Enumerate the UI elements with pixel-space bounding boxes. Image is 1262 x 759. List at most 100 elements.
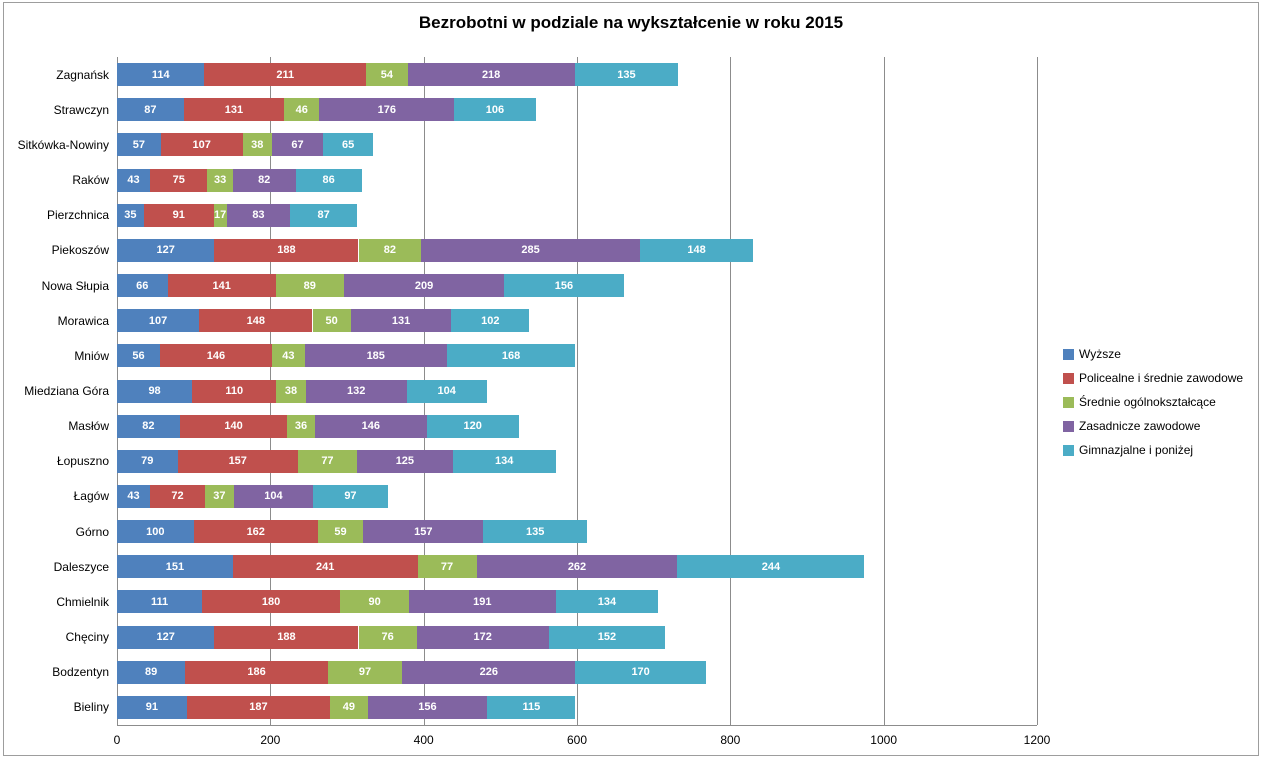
bar-segment-series-0: 89 [117, 660, 186, 684]
bar-segment-series-2: 38 [276, 379, 306, 403]
bar-row: 98 110 38 132 104 [117, 379, 1037, 403]
y-axis-label: Daleszyce [53, 559, 109, 574]
gridline [883, 57, 885, 725]
bar-segment-series-1: 91 [143, 203, 214, 227]
bar-segment-series-3: 218 [407, 63, 575, 87]
bar-value-label: 43 [282, 349, 295, 362]
bar-segment-series-1: 107 [160, 133, 243, 157]
bar-value-label: 157 [414, 525, 433, 538]
bar-value-label: 83 [252, 209, 265, 222]
y-axis-label: Chęciny [65, 630, 109, 645]
bar-segment-series-1: 72 [149, 484, 206, 508]
bar-segment-series-3: 67 [271, 133, 324, 157]
bar-segment-series-4: 135 [574, 63, 679, 87]
bar-value-label: 36 [294, 420, 308, 433]
bar-value-label: 244 [761, 560, 781, 573]
bar-value-label: 77 [321, 455, 334, 468]
bar-segment-series-3: 157 [363, 520, 484, 544]
bar-segment-series-3: 132 [305, 379, 407, 403]
bar-segment-series-4: 148 [639, 238, 754, 262]
bar-segment-series-0: 100 [117, 520, 194, 544]
bar-row: 114 211 54 218 135 [117, 63, 1037, 87]
legend-item: Policealne i średnie zawodowe [1063, 366, 1243, 390]
bar-value-label: 151 [165, 560, 185, 573]
bar-value-label: 134 [494, 455, 514, 468]
bar-value-label: 91 [145, 701, 158, 714]
bar-segment-series-4: 168 [446, 344, 576, 368]
bar-value-label: 134 [597, 595, 617, 608]
bar-row: 91 187 49 156 115 [117, 695, 1037, 719]
bar-value-label: 17 [213, 209, 227, 222]
bar-segment-series-0: 56 [117, 344, 160, 368]
bar-value-label: 82 [383, 244, 397, 257]
bar-segment-series-3: 191 [409, 590, 556, 614]
x-axis-line [117, 725, 1037, 726]
bar-segment-series-4: 120 [426, 414, 519, 438]
bar-segment-series-4: 156 [504, 274, 624, 298]
bar-value-label: 66 [136, 279, 149, 292]
y-axis-label: Zagnańsk [56, 67, 109, 82]
bar-segment-series-2: 17 [213, 203, 227, 227]
legend-swatch-icon [1063, 420, 1074, 432]
bar-value-label: 38 [284, 385, 298, 397]
bar-value-label: 97 [344, 490, 357, 503]
bar-segment-series-0: 111 [117, 590, 203, 614]
bar-segment-series-3: 83 [226, 203, 291, 227]
bar-value-label: 131 [391, 314, 411, 327]
bar-segment-series-2: 54 [366, 63, 408, 87]
bar-value-label: 186 [247, 666, 266, 679]
bar-segment-series-2: 76 [358, 625, 417, 649]
bar-segment-series-1: 211 [204, 63, 367, 87]
bar-value-label: 86 [322, 174, 335, 187]
bar-segment-series-2: 38 [242, 133, 272, 157]
bar-segment-series-1: 110 [192, 379, 277, 403]
y-axis-label: Raków [72, 173, 109, 188]
bar-value-label: 114 [151, 68, 170, 81]
bar-segment-series-1: 157 [177, 449, 298, 473]
bar-row: 56 146 43 185 168 [117, 344, 1037, 368]
bar-value-label: 152 [597, 631, 617, 644]
y-axis-label: Masłów [68, 419, 109, 434]
bar-segment-series-1: 131 [183, 98, 285, 122]
bar-segment-series-2: 77 [297, 449, 357, 473]
bar-segment-series-3: 226 [402, 660, 576, 684]
bar-value-label: 104 [437, 385, 456, 397]
legend-label: Średnie ogólnokształcące [1079, 395, 1216, 409]
bar-row: 111 180 90 191 134 [117, 590, 1037, 614]
bar-value-label: 104 [264, 490, 283, 503]
gridline [730, 57, 732, 725]
bar-value-label: 120 [463, 420, 482, 433]
bar-value-label: 49 [342, 701, 356, 714]
bar-segment-series-2: 49 [330, 695, 368, 719]
bar-value-label: 102 [481, 314, 500, 327]
bar-value-label: 172 [473, 631, 492, 644]
bar-value-label: 76 [381, 631, 394, 644]
bar-value-label: 57 [132, 138, 145, 151]
bar-value-label: 185 [366, 349, 385, 362]
gridline [1037, 57, 1038, 725]
bar-value-label: 33 [213, 174, 227, 187]
bar-value-label: 82 [142, 420, 155, 433]
x-axis-tick-label: 200 [260, 733, 281, 747]
bar-value-label: 162 [246, 525, 265, 538]
bar-value-label: 43 [127, 490, 140, 503]
bar-segment-series-0: 107 [117, 309, 200, 333]
bar-value-label: 115 [522, 701, 541, 714]
plot-area: 114 211 54 218 135 87 131 46 176 106 57 107 38 67 65 43… [117, 57, 1038, 726]
bar-value-label: 54 [380, 68, 393, 81]
bar-value-label: 87 [317, 209, 330, 222]
legend-item: Wyższe [1063, 342, 1243, 366]
x-axis-tick-label: 1000 [870, 733, 897, 747]
bar-segment-series-4: 135 [483, 520, 587, 544]
bar-value-label: 262 [567, 560, 587, 573]
bar-segment-series-2: 89 [275, 274, 344, 298]
bar-row: 57 107 38 67 65 [117, 133, 1037, 157]
bar-segment-series-0: 87 [117, 98, 184, 122]
legend-swatch-icon [1063, 396, 1074, 408]
bar-segment-series-0: 127 [117, 238, 215, 262]
bar-segment-series-4: 97 [313, 484, 388, 508]
bar-segment-series-2: 50 [312, 309, 351, 333]
bar-value-label: 107 [192, 138, 211, 151]
bar-value-label: 98 [148, 385, 161, 397]
